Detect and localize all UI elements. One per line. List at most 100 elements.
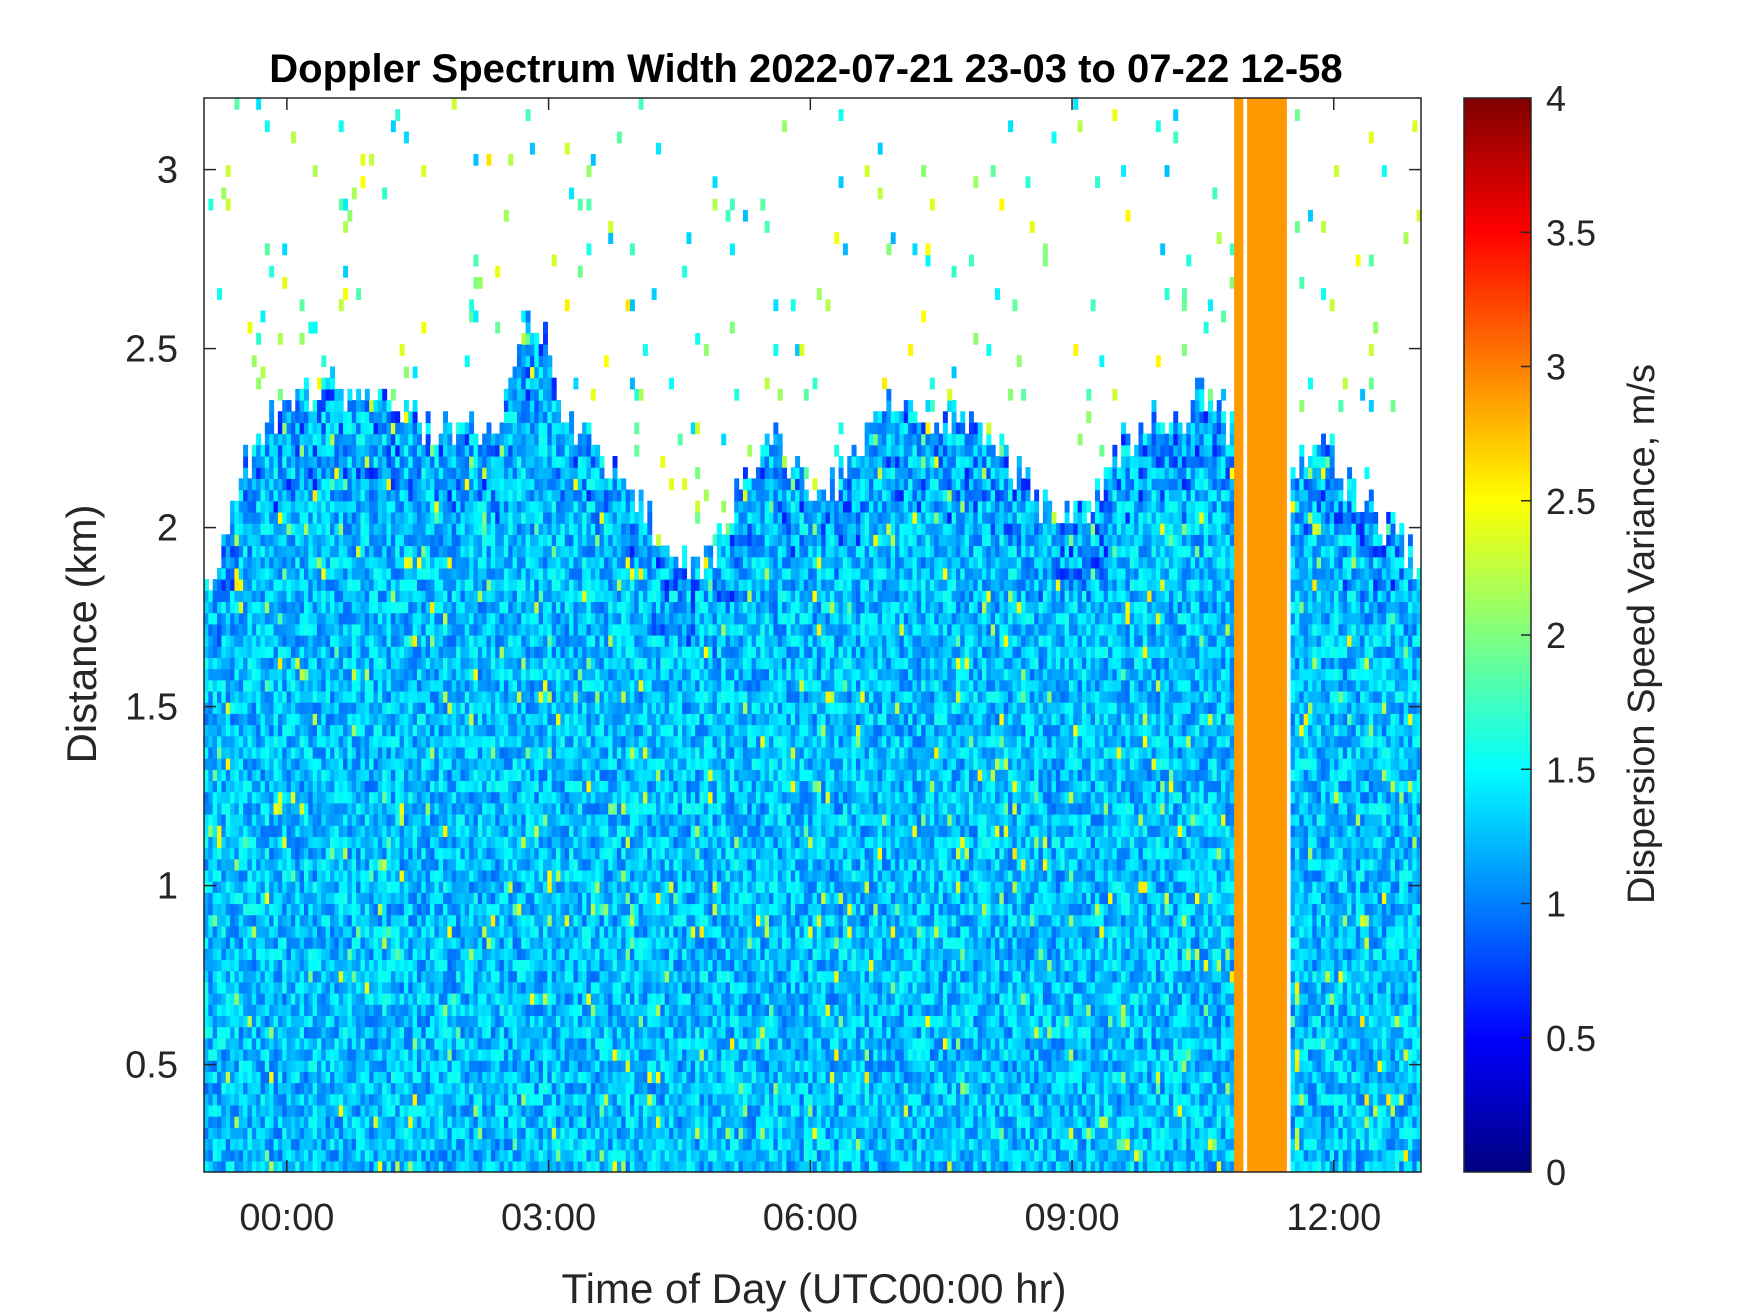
heatmap-cell — [499, 780, 505, 793]
heatmap-cell — [212, 914, 218, 927]
heatmap-cell — [386, 567, 392, 580]
heatmap-cell — [412, 858, 418, 871]
heatmap-cell — [521, 590, 527, 603]
heatmap-cell — [256, 478, 262, 491]
heatmap-cell — [521, 1048, 527, 1061]
heatmap-cell — [412, 1127, 418, 1140]
heatmap-cell — [290, 1026, 296, 1039]
heatmap-cell — [334, 1015, 340, 1028]
heatmap-cell — [386, 814, 392, 826]
heatmap-cell — [212, 668, 218, 681]
heatmap-cell — [347, 444, 353, 457]
heatmap-cell — [412, 735, 418, 748]
heatmap-cell — [364, 523, 370, 535]
heatmap-cell — [225, 1082, 231, 1095]
heatmap-cell — [503, 489, 509, 502]
heatmap-cell — [403, 467, 409, 479]
heatmap-cell — [512, 489, 518, 502]
heatmap-cell — [264, 814, 270, 826]
heatmap-cell — [356, 556, 362, 569]
heatmap-cell — [425, 981, 431, 994]
heatmap-cell — [269, 881, 275, 893]
heatmap-cell — [434, 769, 440, 782]
heatmap-cell — [317, 825, 322, 837]
heatmap-cell — [343, 836, 349, 849]
heatmap-cell — [403, 366, 409, 379]
heatmap-cell — [230, 1082, 236, 1095]
heatmap-cell — [373, 433, 379, 446]
heatmap-cell — [317, 847, 322, 860]
heatmap-cell — [247, 758, 253, 770]
heatmap-cell — [477, 802, 483, 815]
heatmap-cell — [260, 467, 266, 479]
heatmap-cell — [495, 735, 501, 748]
heatmap-cell — [247, 1004, 253, 1016]
heatmap-cell — [495, 769, 501, 782]
heatmap-cell — [512, 1048, 518, 1061]
heatmap-cell — [512, 1160, 518, 1173]
heatmap-cell — [312, 1048, 318, 1061]
heatmap-cell — [373, 567, 379, 580]
heatmap-cell — [264, 523, 270, 535]
heatmap-cell — [503, 209, 509, 222]
heatmap-cell — [490, 869, 496, 882]
heatmap-cell — [403, 646, 409, 658]
heatmap-cell — [369, 769, 375, 782]
heatmap-cell — [464, 1026, 470, 1039]
heatmap-cell — [369, 1015, 375, 1028]
heatmap-cell — [299, 1015, 305, 1028]
heatmap-cell — [225, 702, 231, 714]
heatmap-cell — [238, 869, 244, 882]
heatmap-cell — [347, 1138, 353, 1151]
heatmap-cell — [251, 948, 257, 961]
heatmap-cell — [364, 892, 370, 905]
heatmap-cell — [386, 858, 392, 871]
heatmap-cell — [486, 1071, 492, 1084]
heatmap-cell — [330, 780, 335, 793]
heatmap-cell — [238, 534, 244, 547]
heatmap-cell — [338, 1160, 344, 1173]
heatmap-cell — [208, 814, 214, 826]
heatmap-cell — [334, 791, 340, 804]
heatmap-cell — [464, 769, 470, 782]
heatmap-cell — [438, 993, 444, 1005]
heatmap-cell — [486, 467, 492, 479]
heatmap-cell — [225, 791, 231, 804]
heatmap-cell — [321, 914, 327, 927]
heatmap-cell — [395, 444, 401, 457]
heatmap-cell — [364, 1082, 370, 1095]
heatmap-cell — [451, 489, 457, 502]
heatmap-cell — [221, 925, 227, 938]
heatmap-cell — [277, 914, 283, 927]
heatmap-cell — [317, 925, 322, 938]
heatmap-cell — [364, 881, 370, 893]
heatmap-cell — [286, 1104, 292, 1117]
heatmap-cell — [460, 993, 466, 1005]
heatmap-cell — [516, 489, 522, 502]
heatmap-cell — [521, 925, 527, 938]
heatmap-cell — [490, 1048, 496, 1061]
heatmap-cell — [382, 646, 388, 658]
heatmap-cell — [260, 556, 266, 569]
heatmap-cell — [234, 545, 240, 558]
heatmap-cell — [460, 579, 466, 591]
heatmap-cell — [443, 993, 448, 1005]
heatmap-cell — [486, 948, 492, 961]
heatmap-cell — [416, 825, 422, 837]
heatmap-cell — [482, 959, 488, 972]
heatmap-cell — [330, 1127, 335, 1140]
heatmap-cell — [286, 646, 292, 658]
heatmap-cell — [317, 444, 322, 457]
heatmap-cell — [473, 478, 479, 491]
heatmap-cell — [351, 411, 357, 424]
heatmap-cell — [421, 511, 427, 524]
heatmap-cell — [434, 1127, 440, 1140]
heatmap-cell — [243, 489, 249, 502]
heatmap-cell — [373, 411, 379, 424]
heatmap-cell — [295, 523, 301, 535]
heatmap-cell — [356, 702, 362, 714]
heatmap-cell — [430, 1026, 435, 1039]
heatmap-cell — [486, 1048, 492, 1061]
heatmap-cell — [473, 1104, 479, 1117]
heatmap-cell — [451, 713, 457, 726]
